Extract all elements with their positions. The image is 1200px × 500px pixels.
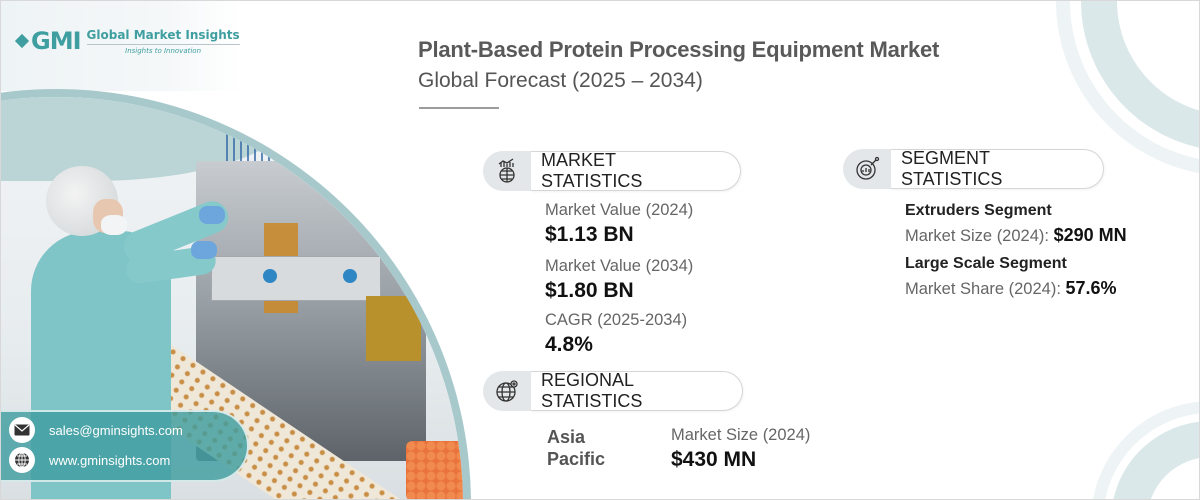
regional-metric-label: Market Size (2024) (671, 426, 811, 444)
market-value-2024: $1.13 BN (545, 223, 634, 246)
logo-mark-text: GMI (31, 27, 82, 55)
market-value-2034-label: Market Value (2034) (545, 257, 694, 275)
title-divider (419, 107, 499, 109)
extruders-metric-label: Market Size (2024): (905, 227, 1054, 245)
segment-statistics-header: SEGMENT STATISTICS (843, 148, 1104, 189)
large-scale-market-share: 57.6% (1065, 278, 1117, 298)
extruders-market-size: $290 MN (1053, 225, 1127, 245)
brand-tagline: Insights to Innovation (125, 46, 202, 55)
regional-statistics-header: REGIONAL STATISTICS (483, 370, 743, 411)
page-subtitle: Global Forecast (2025 – 2034) (418, 69, 703, 92)
email-link[interactable]: sales@gminsights.com (49, 422, 183, 438)
segment-statistics-title: SEGMENT STATISTICS (891, 148, 1104, 189)
large-scale-segment-metric: Market Share (2024): 57.6% (905, 278, 1117, 299)
diamond-icon (14, 33, 30, 49)
contact-panel: sales@gminsights.com www.gminsights.com (1, 410, 249, 482)
region-name-line2: Pacific (547, 449, 606, 469)
globe-icon (9, 447, 35, 473)
gmi-logo[interactable]: GMI Global Market Insights Insights to I… (14, 27, 240, 55)
chart-globe-icon (483, 151, 531, 191)
large-scale-metric-label: Market Share (2024): (905, 280, 1066, 298)
market-value-2034: $1.80 BN (545, 279, 634, 302)
extruders-segment-metric: Market Size (2024): $290 MN (905, 225, 1127, 246)
contact-email[interactable]: sales@gminsights.com (9, 417, 183, 443)
cagr-label: CAGR (2025-2034) (545, 311, 688, 329)
region-name: Asia Pacific (547, 426, 627, 470)
logo-background (1, 1, 241, 91)
market-value-2024-label: Market Value (2024) (545, 201, 694, 219)
extruders-segment-title: Extruders Segment (905, 202, 1052, 219)
large-scale-segment-title: Large Scale Segment (905, 255, 1067, 272)
regional-statistics-title: REGIONAL STATISTICS (531, 370, 743, 411)
market-statistics-title: MARKET STATISTICS (531, 150, 741, 191)
logo-mark: GMI (14, 27, 82, 55)
page-title: Plant-Based Protein Processing Equipment… (418, 37, 940, 62)
regional-market-size: $430 MN (671, 448, 757, 471)
globe-pin-icon (483, 371, 531, 411)
contact-website[interactable]: www.gminsights.com (9, 447, 170, 473)
pie-target-icon (843, 149, 891, 189)
website-link[interactable]: www.gminsights.com (49, 452, 171, 468)
logo-text: Global Market Insights Insights to Innov… (86, 28, 240, 55)
cagr-value: 4.8% (545, 333, 593, 356)
envelope-icon (9, 417, 35, 443)
market-statistics-header: MARKET STATISTICS (483, 150, 741, 191)
region-name-line1: Asia (547, 427, 586, 447)
brand-name: Global Market Insights (86, 28, 240, 45)
